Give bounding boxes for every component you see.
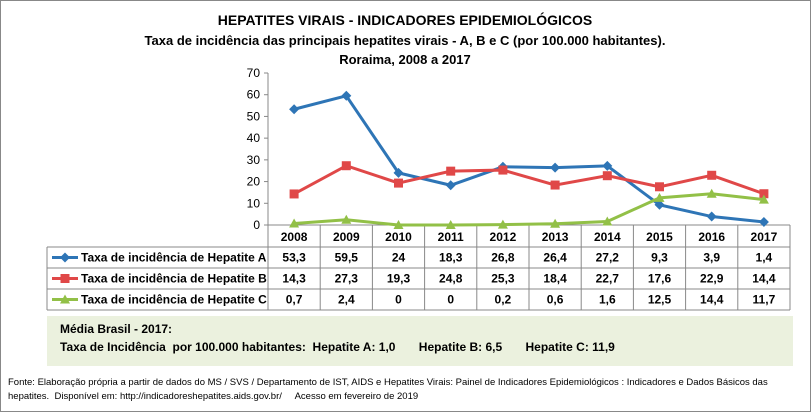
table-cell-value: 17,6	[648, 272, 672, 286]
data-point-square	[394, 178, 403, 188]
data-point-triangle	[602, 216, 613, 226]
legend-label: Taxa de incidência de Hepatite C	[81, 293, 267, 307]
table-cell-value: 27,3	[335, 272, 359, 286]
table-cell-value: 9,3	[651, 251, 668, 265]
data-point-triangle	[654, 192, 665, 202]
chart-subtitle-2: Roraima, 2008 a 2017	[339, 52, 471, 67]
series-line	[293, 192, 765, 227]
data-point-diamond	[550, 162, 561, 173]
table-cell-value: 27,2	[596, 251, 620, 265]
table-cell-value: 18,3	[439, 251, 463, 265]
table-cell-value: 1,4	[756, 251, 773, 265]
table-cell-value: 18,4	[543, 272, 567, 286]
data-point-square	[446, 166, 456, 176]
source-line-2: hepatites. Disponível em: http://indicad…	[8, 391, 418, 402]
x-category-label: 2010	[385, 230, 412, 244]
data-point-diamond	[60, 252, 70, 263]
data-point-square	[655, 182, 664, 192]
data-point-triangle	[60, 294, 70, 304]
table-cell-value: 26,8	[491, 251, 515, 265]
x-category-label: 2015	[646, 230, 673, 244]
data-point-square	[550, 180, 560, 190]
data-point-square	[60, 274, 70, 283]
x-category-label: 2013	[542, 230, 569, 244]
y-tick-label: 20	[247, 175, 261, 189]
table-cell-value: 0,6	[547, 293, 564, 307]
data-point-diamond	[393, 167, 404, 178]
data-point-diamond	[341, 90, 352, 101]
table-cell-value: 11,7	[753, 293, 776, 307]
table-cell-value: 24	[392, 251, 406, 265]
table-cell-value: 14,3	[282, 272, 306, 286]
table-cell-value: 25,3	[491, 272, 515, 286]
data-point-triangle	[706, 188, 717, 198]
brazil-average-values: Taxa de Incidência por 100.000 habitante…	[60, 340, 615, 354]
y-tick-label: 30	[247, 153, 261, 167]
x-category-label: 2009	[333, 230, 360, 244]
table-cell-value: 26,4	[543, 251, 567, 265]
x-category-label: 2011	[438, 230, 464, 244]
table-cell-value: 53,3	[282, 251, 306, 265]
table-cell-value: 22,9	[700, 272, 724, 286]
data-point-triangle	[758, 194, 769, 204]
data-point-square	[289, 189, 299, 199]
chart-subtitle: Taxa de incidência das principais hepati…	[145, 33, 666, 48]
table-cell-value: 2,4	[338, 293, 355, 307]
data-point-diamond	[445, 180, 456, 191]
legend-label: Taxa de incidência de Hepatite A	[81, 251, 267, 265]
table-cell-value: 22,7	[596, 272, 620, 286]
table-cell-value: 59,5	[335, 251, 359, 265]
table-cell-value: 0	[447, 293, 454, 307]
y-tick-label: 0	[253, 218, 260, 232]
data-point-diamond	[654, 199, 665, 210]
data-point-triangle	[550, 218, 561, 228]
data-point-square	[341, 161, 351, 171]
x-category-label: 2012	[490, 230, 517, 244]
table-cell-value: 0,7	[286, 293, 303, 307]
table-cell-value: 0,2	[495, 293, 512, 307]
x-category-label: 2017	[751, 230, 778, 244]
source-line-1: Fonte: Elaboração própria a partir de da…	[8, 377, 768, 388]
table-cell-value: 3,9	[703, 251, 720, 265]
data-point-diamond	[758, 216, 769, 227]
table-cell-value: 0	[395, 293, 402, 307]
x-category-label: 2016	[698, 230, 725, 244]
data-point-diamond	[706, 211, 717, 222]
data-point-square	[602, 171, 612, 181]
series-line	[293, 164, 765, 196]
table-cell-value: 19,3	[387, 272, 411, 286]
data-point-diamond	[289, 104, 300, 115]
y-tick-label: 40	[247, 131, 261, 145]
y-tick-label: 10	[247, 196, 261, 210]
brazil-average-box	[47, 316, 793, 366]
data-point-square	[759, 189, 769, 199]
chart-title: HEPATITES VIRAIS - INDICADORES EPIDEMIOL…	[218, 11, 592, 28]
data-point-square	[498, 165, 508, 175]
data-point-square	[707, 170, 717, 180]
brazil-average-heading: Média Brasil - 2017:	[60, 322, 172, 336]
legend-label: Taxa de incidência de Hepatite B	[81, 272, 267, 286]
data-point-triangle	[393, 220, 404, 229]
y-tick-label: 50	[247, 109, 261, 123]
series-line	[293, 94, 765, 224]
table-cell-value: 14,4	[700, 293, 724, 307]
x-category-label: 2014	[594, 230, 621, 244]
table-cell-value: 14,4	[752, 272, 776, 286]
table-cell-value: 24,8	[439, 272, 463, 286]
data-point-triangle	[341, 214, 352, 224]
y-tick-label: 60	[247, 88, 261, 102]
data-point-triangle	[497, 219, 508, 229]
table-cell-value: 12,5	[648, 293, 672, 307]
data-point-triangle	[289, 218, 300, 228]
x-category-label: 2008	[281, 230, 308, 244]
data-point-triangle	[445, 220, 456, 229]
data-point-diamond	[602, 160, 613, 171]
table-cell-value: 1,6	[599, 293, 616, 307]
y-tick-label: 70	[247, 66, 261, 80]
